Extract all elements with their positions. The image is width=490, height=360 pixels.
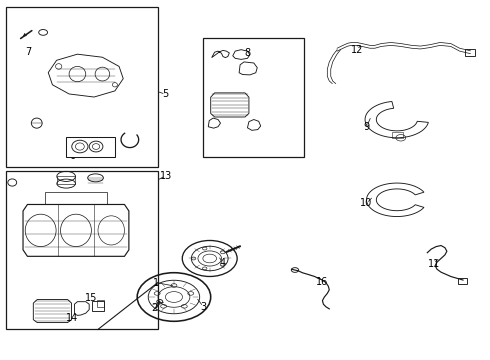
Text: 2: 2 <box>151 303 157 313</box>
Bar <box>45 192 107 204</box>
Bar <box>6 7 158 167</box>
Text: 10: 10 <box>361 198 372 208</box>
Bar <box>6 171 158 329</box>
Bar <box>458 278 467 284</box>
Text: 5: 5 <box>163 89 169 99</box>
Bar <box>92 301 104 311</box>
Bar <box>97 300 104 307</box>
Text: 7: 7 <box>25 47 31 57</box>
Text: 16: 16 <box>317 276 329 287</box>
Bar <box>57 176 75 184</box>
Text: 11: 11 <box>427 258 440 269</box>
Bar <box>66 137 115 157</box>
Text: 15: 15 <box>84 293 97 303</box>
Text: 6: 6 <box>70 150 75 161</box>
Text: 3: 3 <box>200 302 206 312</box>
Text: 8: 8 <box>245 48 250 58</box>
Text: 13: 13 <box>160 171 172 181</box>
Bar <box>203 38 304 157</box>
Text: 14: 14 <box>67 312 78 323</box>
Text: 9: 9 <box>364 122 369 132</box>
Bar <box>392 132 403 138</box>
Text: 4: 4 <box>220 258 226 268</box>
Text: 12: 12 <box>350 45 363 55</box>
Bar <box>465 49 475 56</box>
Text: 1: 1 <box>153 278 159 288</box>
